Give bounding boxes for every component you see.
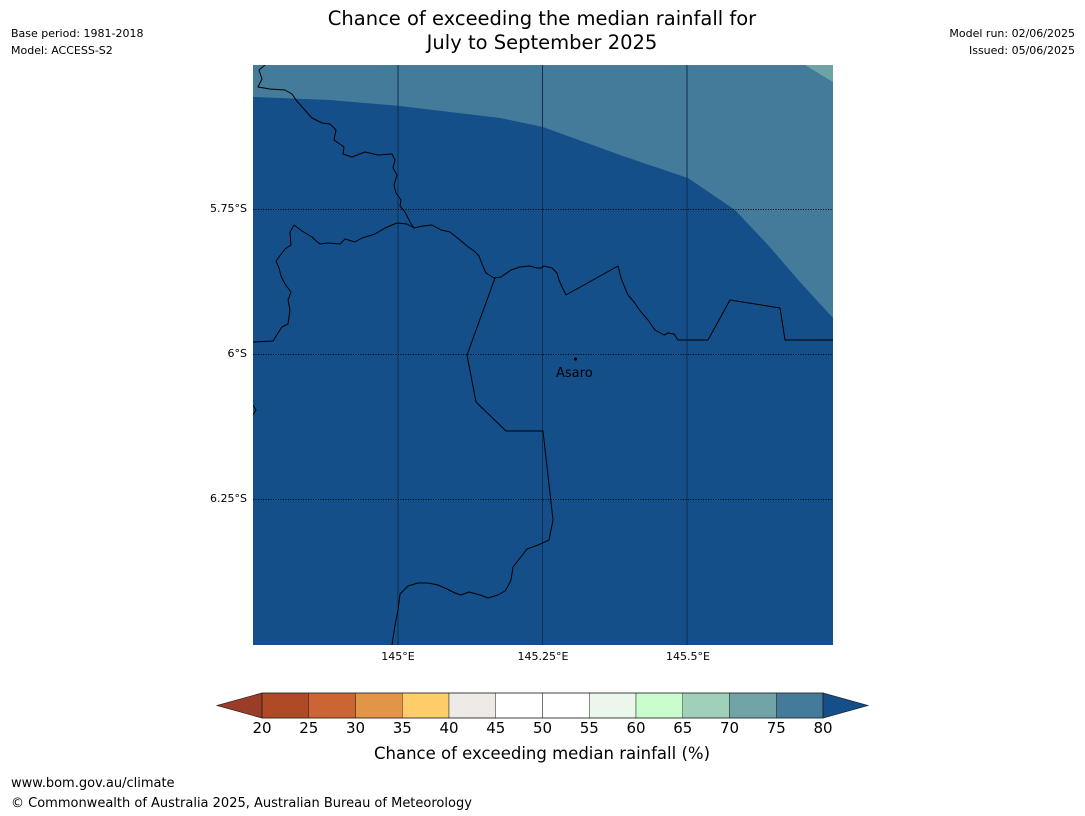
lon-label-145: 145°E [381,650,415,663]
border-west-stub [253,404,257,416]
province-borders [253,65,833,645]
colorbar-tick-label: 75 [766,719,786,737]
colorbar-tick-label: 45 [486,719,506,737]
lon-label-145-5: 145.5°E [666,650,710,663]
colorbar-tick-label: 80 [813,719,833,737]
colorbar-tick-label: 70 [719,719,740,737]
colorbar-tick-label: 20 [252,719,272,737]
colorbar-tick-label: 50 [532,719,553,737]
meta-right: Model run: 02/06/2025 Issued: 05/06/2025 [949,25,1075,59]
colorbar-tick-label: 30 [345,719,366,737]
border-south [391,277,554,645]
lat-label-6-25: 6.25°S [210,492,247,505]
place-label-asaro: Asaro [556,366,593,381]
page-title: Chance of exceeding the median rainfall … [242,7,842,55]
footer: www.bom.gov.au/climate © Commonwealth of… [11,774,472,814]
base-period: Base period: 1981-2018 [11,27,144,40]
colorbar-band [682,692,730,719]
colorbar-band [542,692,590,719]
colorbar-extend-below [215,692,263,719]
colorbar-label: Chance of exceeding median rainfall (%) [373,744,711,763]
rain-field-75-80 [253,65,833,318]
colorbar-tick-label: 65 [673,719,693,737]
colorbar-band [495,692,543,719]
title-line-1: Chance of exceeding the median rainfall … [327,7,757,30]
rain-field-70-75 [805,65,833,82]
place-marker-asaro [573,357,578,361]
colorbar [215,692,870,719]
lat-label-5-75: 5.75°S [210,202,247,215]
colorbar-tick-label: 60 [626,719,646,737]
colorbar-bands [261,692,824,719]
colorbar-band [308,692,356,719]
colorbar-tick-label: 40 [439,719,459,737]
colorbar-tick-label: 35 [392,719,412,737]
colorbar-band [448,692,496,719]
colorbar-extend-above [822,692,870,719]
title-line-2: July to September 2025 [426,31,658,54]
colorbar-band [402,692,450,719]
colorbar-band [729,692,777,719]
lat-label-6: 6°S [227,347,247,360]
border-east [413,224,833,341]
footer-copyright: © Commonwealth of Australia 2025, Austra… [11,796,472,811]
footer-url: www.bom.gov.au/climate [11,776,175,791]
colorbar-band [589,692,637,719]
map-area [253,65,833,645]
meta-left: Base period: 1981-2018 Model: ACCESS-S2 [11,25,143,59]
colorbar-frame [261,692,824,719]
model-name: Model: ACCESS-S2 [11,44,113,57]
colorbar-band [776,692,824,719]
colorbar-band [635,692,683,719]
model-run: Model run: 02/06/2025 [949,27,1075,40]
colorbar-tick-label: 55 [579,719,599,737]
colorbar-band [261,692,309,719]
colorbar-tick-label: 25 [299,719,319,737]
colorbar-band [355,692,403,719]
lon-label-145-25: 145.25°E [517,650,569,663]
issued-date: Issued: 05/06/2025 [968,44,1075,57]
